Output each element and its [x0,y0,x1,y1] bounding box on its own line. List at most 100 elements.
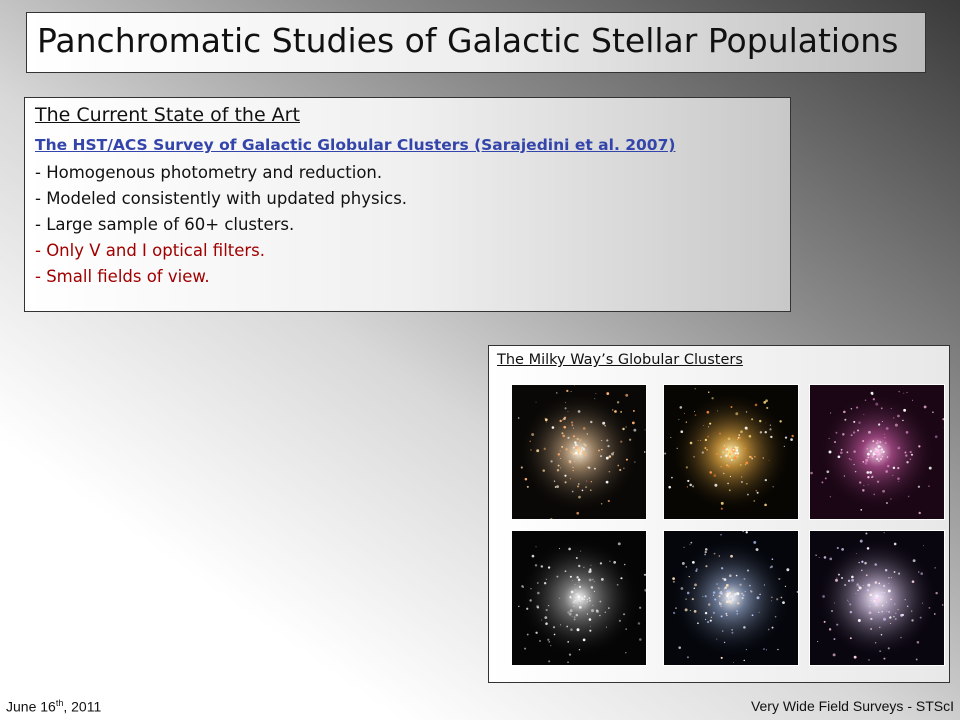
star [857,585,861,588]
star [742,531,744,533]
star [934,435,938,439]
star [769,424,771,426]
star [689,609,691,612]
star [886,456,889,458]
star [578,450,581,453]
star [874,581,878,584]
star [743,578,746,581]
star [873,445,877,448]
star [729,595,731,597]
star [580,460,582,462]
star [729,597,733,600]
star [579,442,581,443]
star [724,586,728,589]
star [522,586,524,588]
star [879,457,883,461]
star [829,557,833,561]
star [871,455,874,458]
star [575,593,577,595]
star [601,448,603,451]
star [608,470,611,473]
star [590,481,592,483]
star [670,436,672,438]
star [897,608,899,611]
star [718,595,721,598]
star [743,659,745,662]
star [605,480,609,484]
star [720,465,722,468]
star [875,402,879,406]
star [559,597,561,599]
star [832,653,836,657]
star [878,611,880,613]
star [697,439,699,441]
link[interactable]: The HST/ACS Survey of Galactic Globular … [35,136,676,154]
bullet: - Modeled consistently with updated phys… [35,189,408,208]
star [582,448,586,451]
star [848,458,851,460]
star [872,398,875,401]
star [598,665,600,666]
star [577,485,580,488]
star [531,554,535,558]
star [727,437,731,441]
star [608,455,612,458]
star [754,455,756,458]
star [716,638,718,640]
star [902,419,904,422]
star [570,595,573,598]
star [600,578,604,581]
star [571,615,573,617]
star [754,403,758,407]
star [853,463,855,466]
star [835,578,838,582]
star [544,417,546,419]
star [897,447,900,450]
star [679,406,683,409]
star [583,443,585,445]
star [867,484,869,486]
star [530,449,532,451]
star [565,401,566,403]
star [685,421,687,423]
star [694,388,696,390]
star [881,420,883,423]
star [598,449,600,452]
star [707,435,710,438]
star [849,610,853,614]
star [810,471,813,475]
text-box: The Current State of the Art The HST/ACS… [24,97,791,312]
star [557,464,560,467]
star [737,594,739,596]
star [865,574,868,577]
star [591,609,595,613]
star [583,595,586,598]
star [834,441,836,444]
star [893,571,896,573]
star [578,581,580,583]
star [720,656,723,659]
star [836,577,838,579]
star [888,583,890,584]
star [888,611,890,613]
star [890,598,892,601]
star [867,452,870,456]
star [690,541,693,544]
star [693,456,695,458]
star [704,447,706,449]
star [719,588,720,590]
star [700,440,701,441]
star [853,450,856,453]
star [728,455,731,459]
star [729,598,731,600]
star [693,610,697,613]
star [735,449,739,452]
star [518,605,520,608]
star [850,459,852,461]
star [736,610,739,613]
star [721,567,724,570]
star [723,445,726,447]
star [782,601,785,604]
star [578,605,582,609]
star [586,480,588,482]
